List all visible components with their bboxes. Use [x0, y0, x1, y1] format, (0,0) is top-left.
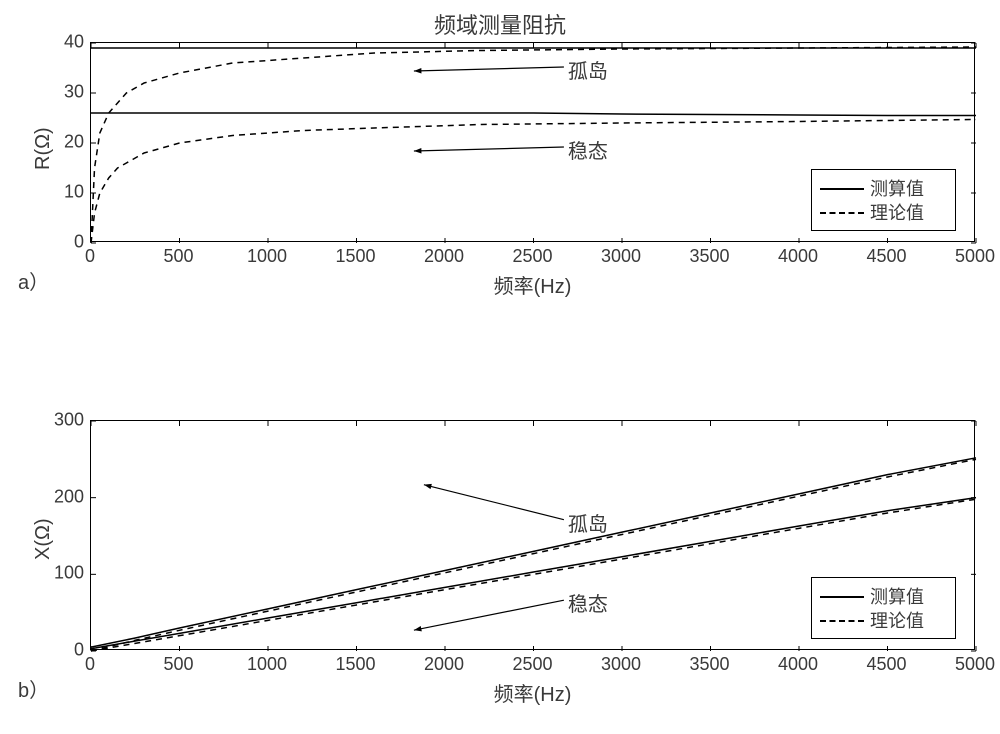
chart-a-plot-area: 测算值 理论值	[90, 42, 975, 242]
xtick-label: 4000	[778, 246, 818, 267]
chart-b-xlabel: 频率(Hz)	[90, 678, 975, 707]
legend-label: 测算值	[870, 583, 924, 609]
annotation-label: 稳态	[568, 588, 608, 617]
legend-label: 理论值	[870, 607, 924, 633]
xtick-label: 1000	[247, 246, 287, 267]
xtick-label: 2000	[424, 246, 464, 267]
xtick-label: 4500	[866, 246, 906, 267]
ytick-label: 30	[42, 82, 84, 103]
chart-a-xlabel: 频率(Hz)	[90, 270, 975, 299]
legend-sample-dashed	[820, 610, 864, 630]
legend-item: 测算值	[820, 584, 947, 608]
annotation-label: 孤岛	[568, 508, 608, 537]
ytick-label: 10	[42, 182, 84, 203]
legend-label: 测算值	[870, 175, 924, 201]
xtick-label: 5000	[955, 654, 995, 675]
xtick-label: 3000	[601, 246, 641, 267]
ytick-label: 200	[42, 486, 84, 507]
annotation-label: 孤岛	[568, 55, 608, 84]
subplot-label-a: a）	[18, 266, 49, 295]
chart-b-ylabel: X(Ω)	[32, 518, 55, 560]
legend-item: 测算值	[820, 176, 947, 200]
xtick-label: 1500	[335, 654, 375, 675]
xtick-label: 2500	[512, 654, 552, 675]
subplot-label-b: b）	[18, 674, 49, 703]
chart-a-legend: 测算值 理论值	[811, 169, 956, 231]
ytick-label: 100	[42, 563, 84, 584]
annotation-label: 稳态	[568, 135, 608, 164]
legend-label: 理论值	[870, 199, 924, 225]
ytick-label: 0	[42, 640, 84, 661]
xtick-label: 500	[163, 654, 193, 675]
ytick-label: 40	[42, 32, 84, 53]
xtick-label: 0	[85, 246, 95, 267]
xtick-label: 2000	[424, 654, 464, 675]
xtick-label: 2500	[512, 246, 552, 267]
xtick-label: 5000	[955, 246, 995, 267]
xtick-label: 500	[163, 246, 193, 267]
xtick-label: 1000	[247, 654, 287, 675]
chart-b-plot-area: 测算值 理论值	[90, 420, 975, 650]
xtick-label: 3000	[601, 654, 641, 675]
xtick-label: 4500	[866, 654, 906, 675]
xtick-label: 3500	[689, 654, 729, 675]
ytick-label: 300	[42, 410, 84, 431]
legend-sample-solid	[820, 586, 864, 606]
legend-sample-solid	[820, 178, 864, 198]
legend-item: 理论值	[820, 608, 947, 632]
legend-item: 理论值	[820, 200, 947, 224]
xtick-label: 1500	[335, 246, 375, 267]
xtick-label: 0	[85, 654, 95, 675]
chart-title: 频域测量阻抗	[0, 8, 1000, 40]
xtick-label: 4000	[778, 654, 818, 675]
xtick-label: 3500	[689, 246, 729, 267]
legend-sample-dashed	[820, 202, 864, 222]
chart-b-legend: 测算值 理论值	[811, 577, 956, 639]
ytick-label: 20	[42, 132, 84, 153]
ytick-label: 0	[42, 232, 84, 253]
